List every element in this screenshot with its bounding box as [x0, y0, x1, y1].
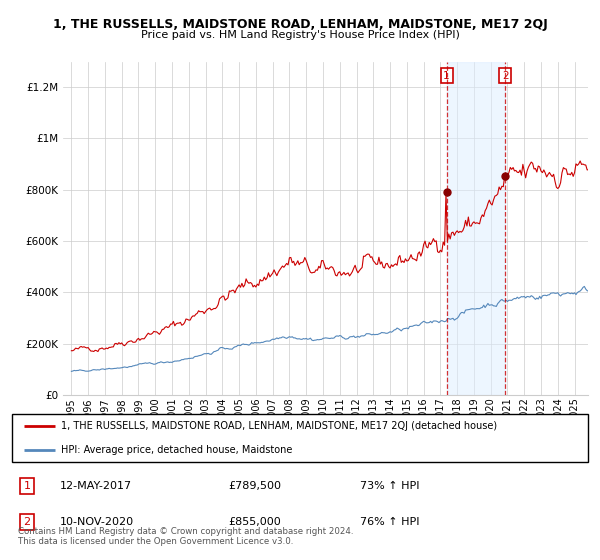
- Text: £789,500: £789,500: [228, 481, 281, 491]
- Text: 76% ↑ HPI: 76% ↑ HPI: [360, 517, 419, 527]
- Text: Price paid vs. HM Land Registry's House Price Index (HPI): Price paid vs. HM Land Registry's House …: [140, 30, 460, 40]
- FancyBboxPatch shape: [12, 414, 588, 462]
- Text: 1, THE RUSSELLS, MAIDSTONE ROAD, LENHAM, MAIDSTONE, ME17 2QJ (detached house): 1, THE RUSSELLS, MAIDSTONE ROAD, LENHAM,…: [61, 421, 497, 431]
- Text: Contains HM Land Registry data © Crown copyright and database right 2024.
This d: Contains HM Land Registry data © Crown c…: [18, 526, 353, 546]
- Text: 12-MAY-2017: 12-MAY-2017: [60, 481, 132, 491]
- Text: 1: 1: [443, 71, 450, 81]
- Text: 1, THE RUSSELLS, MAIDSTONE ROAD, LENHAM, MAIDSTONE, ME17 2QJ: 1, THE RUSSELLS, MAIDSTONE ROAD, LENHAM,…: [53, 18, 547, 31]
- Text: 2: 2: [502, 71, 509, 81]
- Text: 1: 1: [23, 481, 31, 491]
- Text: HPI: Average price, detached house, Maidstone: HPI: Average price, detached house, Maid…: [61, 445, 292, 455]
- Bar: [446, 62, 505, 395]
- Text: £855,000: £855,000: [228, 517, 281, 527]
- Text: 73% ↑ HPI: 73% ↑ HPI: [360, 481, 419, 491]
- Text: 10-NOV-2020: 10-NOV-2020: [60, 517, 134, 527]
- Text: 2: 2: [23, 517, 31, 527]
